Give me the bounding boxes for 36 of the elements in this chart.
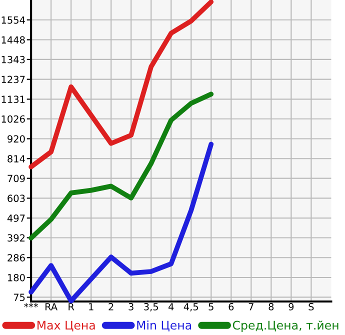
x-tick-label: *** [24, 303, 38, 308]
x-tick-label: RA [46, 303, 58, 310]
x-tick-label: 4,5 [184, 303, 198, 312]
line-series [28, 0, 214, 170]
y-tick-label: 497 [7, 214, 25, 222]
y-tick-label: 286 [8, 254, 25, 262]
line-series [28, 92, 214, 241]
y-tick-label: 1026 [2, 115, 25, 123]
y-tick-label: 920 [8, 135, 25, 143]
legend-label: Сред.Цена, т.йен [232, 320, 338, 332]
x-tick-label: 7 [248, 303, 254, 310]
x-tick-label: 1 [89, 303, 94, 310]
x-tick-label: 9 [288, 303, 294, 310]
y-tick-label: 1237 [2, 76, 25, 84]
y-tick-label: 603 [8, 194, 25, 202]
y-tick-label: 709 [8, 174, 25, 182]
x-tick-label: 3,5 [144, 303, 158, 312]
x-tick-label: 8 [268, 303, 274, 310]
y-tick-label: 1448 [2, 36, 25, 44]
x-tick-label: 3 [128, 303, 134, 310]
line-series [28, 142, 214, 304]
x-tick-label: 2 [108, 303, 114, 310]
x-tick-label: 4 [168, 303, 174, 310]
y-tick-label: 392 [8, 234, 25, 242]
x-tick-label: 5 [208, 303, 214, 310]
y-tick-label: 1554 [2, 16, 25, 24]
x-tick-label: 6 [228, 303, 234, 310]
y-tick-label: 75 [14, 294, 25, 302]
legend-label: Min Цена [137, 320, 192, 332]
legend-label: Max Цена [38, 320, 95, 332]
x-tick-label: R [68, 303, 74, 310]
y-tick-label: 814 [8, 155, 25, 162]
x-tick-label: S [308, 303, 314, 310]
y-tick-label: 1131 [2, 96, 25, 104]
y-tick-label: 1343 [2, 56, 25, 64]
y-tick-label: 180 [8, 274, 25, 282]
